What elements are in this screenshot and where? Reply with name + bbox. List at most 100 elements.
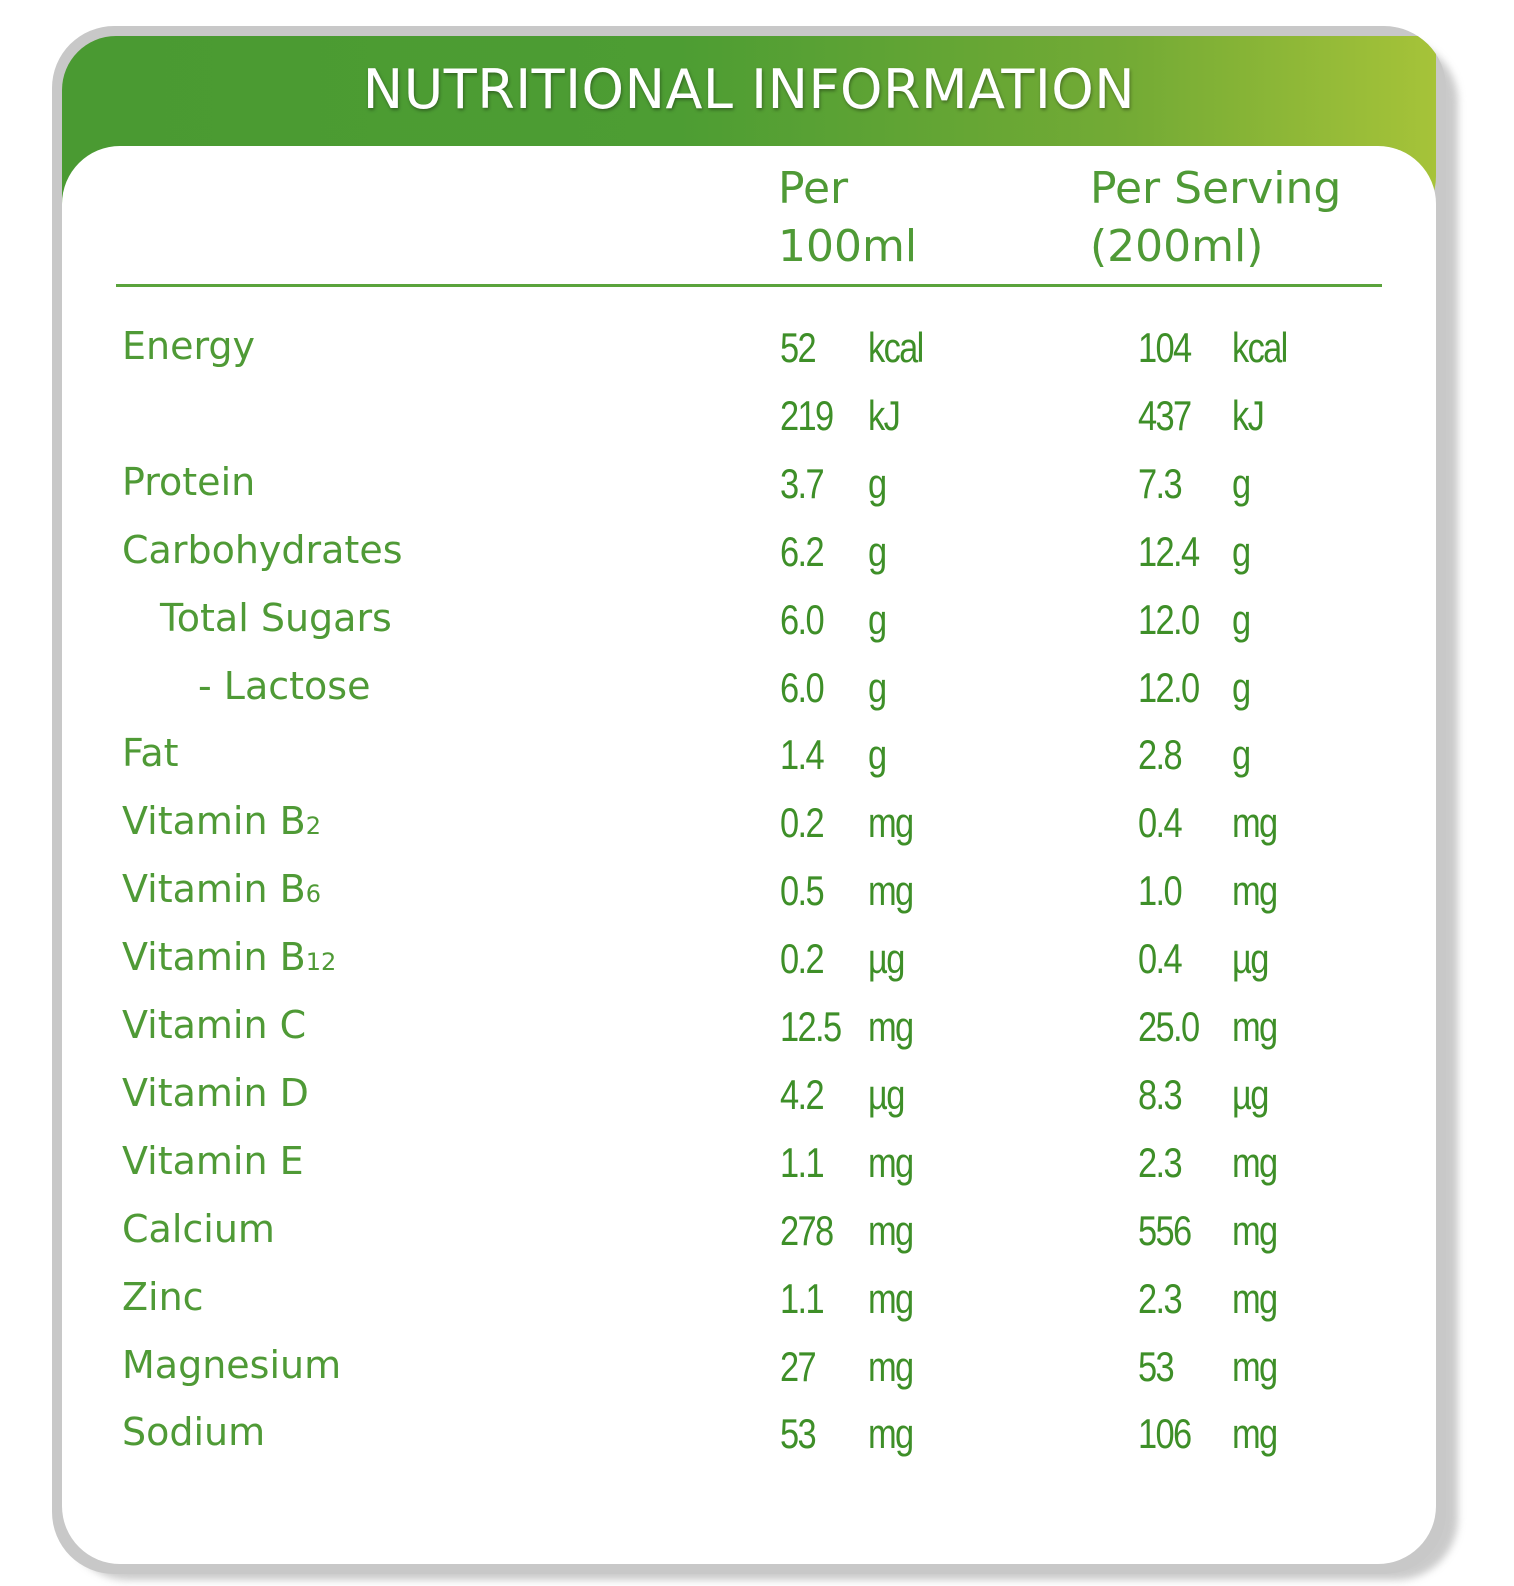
nutrient-name: Protein	[122, 460, 256, 504]
per-serving-unit: g	[1232, 664, 1251, 711]
per-100ml-unit: mg	[868, 1207, 914, 1254]
column-header-per-100ml: Per 100ml	[778, 160, 917, 276]
per-serving-unit: mg	[1232, 867, 1278, 914]
per-serving-value: 12.0	[1138, 664, 1200, 711]
per-100ml-value: 6.0	[780, 664, 825, 711]
per-100ml-value: 1.4	[780, 731, 825, 778]
nutrient-name: Vitamin D	[122, 1071, 309, 1115]
per-serving-value: 2.3	[1138, 1275, 1183, 1322]
nutrient-label: Magnesium	[122, 1342, 341, 1388]
panel-body	[62, 146, 1436, 1564]
per-serving-unit: g	[1232, 731, 1251, 778]
nutrient-label: Vitamin D	[122, 1070, 309, 1116]
nutrient-subscript: 12	[305, 948, 337, 976]
per-100ml-unit: µg	[868, 1071, 905, 1118]
per-serving-value: 437	[1138, 392, 1192, 439]
per-serving-unit: mg	[1232, 1003, 1278, 1050]
per-100ml-unit: mg	[868, 1410, 914, 1457]
per-serving-unit: mg	[1232, 1139, 1278, 1186]
column-header-per-serving: Per Serving (200ml)	[1090, 160, 1341, 276]
nutrient-name: Zinc	[122, 1275, 204, 1319]
nutrient-label: Calcium	[122, 1206, 275, 1252]
nutrient-name: Total Sugars	[160, 596, 392, 640]
per-100ml-value: 0.5	[780, 867, 825, 914]
nutrient-label: - Lactose	[198, 663, 370, 709]
per-100ml-unit: mg	[868, 1139, 914, 1186]
per-serving-value: 8.3	[1138, 1071, 1183, 1118]
per-serving-unit: g	[1232, 596, 1251, 643]
per-100ml-value: 1.1	[780, 1275, 825, 1322]
nutrient-label: Vitamin B12	[122, 934, 336, 985]
column-header-line: (200ml)	[1090, 221, 1264, 272]
nutrient-name: Energy	[122, 324, 256, 368]
nutrient-name: Calcium	[122, 1207, 275, 1251]
per-serving-unit: mg	[1232, 1275, 1278, 1322]
per-100ml-unit: mg	[868, 1343, 914, 1390]
per-serving-unit: mg	[1232, 799, 1278, 846]
per-100ml-unit: mg	[868, 799, 914, 846]
per-100ml-unit: mg	[868, 1003, 914, 1050]
nutrient-name: Vitamin B	[122, 867, 306, 911]
per-100ml-value: 0.2	[780, 935, 825, 982]
nutrient-label: Protein	[122, 459, 255, 505]
per-100ml-value: 1.1	[780, 1139, 825, 1186]
per-serving-value: 25.0	[1138, 1003, 1200, 1050]
per-serving-unit: mg	[1232, 1410, 1278, 1457]
column-header-line: Per	[778, 163, 849, 214]
per-100ml-value: 0.2	[780, 799, 825, 846]
per-serving-value: 104	[1138, 324, 1192, 371]
per-100ml-value: 4.2	[780, 1071, 825, 1118]
header-divider	[116, 284, 1382, 287]
nutrient-name: - Lactose	[198, 664, 371, 708]
nutrient-label: Vitamin E	[122, 1138, 304, 1184]
per-serving-value: 2.8	[1138, 731, 1183, 778]
nutrient-label: Vitamin C	[122, 1002, 306, 1048]
per-100ml-value: 12.5	[780, 1003, 842, 1050]
per-100ml-value: 3.7	[780, 460, 825, 507]
per-100ml-value: 278	[780, 1207, 834, 1254]
per-serving-value: 12.0	[1138, 596, 1200, 643]
nutrient-label: Zinc	[122, 1274, 204, 1320]
per-100ml-value: 6.2	[780, 528, 825, 575]
nutrient-name: Carbohydrates	[122, 528, 403, 572]
per-serving-value: 0.4	[1138, 799, 1183, 846]
nutrient-name: Vitamin B	[122, 799, 306, 843]
per-100ml-value: 219	[780, 392, 834, 439]
nutrient-label: Vitamin B2	[122, 798, 321, 849]
per-serving-value: 12.4	[1138, 528, 1200, 575]
nutrient-label: Total Sugars	[160, 595, 392, 641]
per-100ml-value: 53	[780, 1410, 817, 1457]
nutrient-name: Vitamin E	[122, 1139, 304, 1183]
per-serving-unit: µg	[1232, 935, 1269, 982]
per-100ml-value: 52	[780, 324, 817, 371]
nutrient-label: Vitamin B6	[122, 866, 321, 917]
per-serving-unit: g	[1232, 528, 1251, 575]
column-header-line: Per Serving	[1090, 163, 1342, 214]
per-100ml-unit: kcal	[868, 324, 924, 371]
per-serving-unit: µg	[1232, 1071, 1269, 1118]
per-serving-value: 1.0	[1138, 867, 1183, 914]
per-100ml-value: 27	[780, 1343, 817, 1390]
nutrient-subscript: 2	[305, 812, 321, 840]
per-serving-unit: g	[1232, 460, 1251, 507]
per-100ml-unit: g	[868, 731, 887, 778]
per-serving-value: 53	[1138, 1343, 1175, 1390]
nutrient-subscript: 6	[305, 880, 321, 908]
page-title: NUTRITIONAL INFORMATION	[362, 58, 1136, 121]
per-100ml-value: 6.0	[780, 596, 825, 643]
nutrient-name: Sodium	[122, 1410, 266, 1454]
nutrient-name: Fat	[122, 731, 179, 775]
per-100ml-unit: g	[868, 664, 887, 711]
nutrient-name: Vitamin C	[122, 1003, 307, 1047]
nutrient-label: Carbohydrates	[122, 527, 403, 573]
per-100ml-unit: mg	[868, 1275, 914, 1322]
nutrient-name: Vitamin B	[122, 935, 306, 979]
per-serving-value: 0.4	[1138, 935, 1183, 982]
per-100ml-unit: kJ	[868, 392, 901, 439]
per-100ml-unit: µg	[868, 935, 905, 982]
per-serving-unit: kJ	[1232, 392, 1265, 439]
per-100ml-unit: g	[868, 460, 887, 507]
per-serving-unit: mg	[1232, 1343, 1278, 1390]
per-100ml-unit: g	[868, 528, 887, 575]
per-serving-value: 7.3	[1138, 460, 1183, 507]
